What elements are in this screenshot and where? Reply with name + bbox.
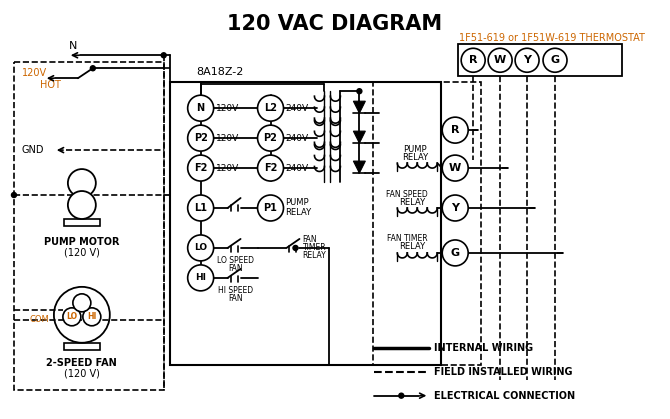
- Circle shape: [83, 308, 100, 326]
- Text: 120V: 120V: [216, 134, 239, 142]
- Text: Y: Y: [523, 55, 531, 65]
- Bar: [458, 44, 622, 76]
- Circle shape: [515, 48, 539, 72]
- Text: FIELD INSTALLED WIRING: FIELD INSTALLED WIRING: [434, 367, 573, 377]
- Text: FAN TIMER: FAN TIMER: [387, 235, 427, 243]
- Circle shape: [293, 246, 298, 251]
- Text: HI: HI: [87, 312, 96, 321]
- Bar: [373, 82, 481, 365]
- Circle shape: [257, 125, 283, 151]
- Circle shape: [161, 53, 166, 58]
- Text: R: R: [469, 55, 478, 65]
- Polygon shape: [353, 101, 365, 113]
- Circle shape: [257, 195, 283, 221]
- Text: FAN: FAN: [228, 264, 243, 273]
- Polygon shape: [353, 131, 365, 143]
- Text: R: R: [451, 125, 460, 135]
- Text: N: N: [69, 41, 77, 51]
- Circle shape: [188, 155, 214, 181]
- Text: 120 VAC DIAGRAM: 120 VAC DIAGRAM: [227, 14, 442, 34]
- Circle shape: [257, 95, 283, 121]
- Text: RELAY: RELAY: [285, 209, 312, 217]
- Text: PUMP MOTOR: PUMP MOTOR: [44, 237, 120, 247]
- Circle shape: [543, 48, 567, 72]
- Text: W: W: [449, 163, 462, 173]
- Polygon shape: [353, 161, 365, 173]
- Circle shape: [442, 117, 468, 143]
- Circle shape: [90, 66, 95, 71]
- Text: TIMER: TIMER: [302, 243, 326, 252]
- Circle shape: [442, 155, 468, 181]
- Text: 240V: 240V: [285, 103, 309, 113]
- Circle shape: [68, 191, 96, 219]
- Circle shape: [442, 195, 468, 221]
- Circle shape: [73, 294, 91, 312]
- Text: RELAY: RELAY: [402, 153, 428, 162]
- Text: (120 V): (120 V): [64, 248, 100, 258]
- Text: RELAY: RELAY: [302, 251, 326, 261]
- Text: 120V: 120V: [22, 68, 47, 78]
- Text: COM: COM: [29, 316, 49, 324]
- Text: 8A18Z-2: 8A18Z-2: [196, 67, 243, 77]
- Bar: [14, 62, 163, 390]
- Text: LO SPEED: LO SPEED: [217, 256, 254, 265]
- Text: FAN: FAN: [302, 235, 317, 244]
- Text: P1: P1: [263, 203, 277, 213]
- Circle shape: [68, 169, 96, 197]
- Bar: [170, 82, 442, 365]
- Text: 2-SPEED FAN: 2-SPEED FAN: [46, 358, 117, 368]
- Text: G: G: [551, 55, 559, 65]
- Text: LO: LO: [66, 312, 78, 321]
- Text: 1F51-619 or 1F51W-619 THERMOSTAT: 1F51-619 or 1F51W-619 THERMOSTAT: [459, 33, 645, 43]
- Text: L1: L1: [194, 203, 207, 213]
- Circle shape: [188, 95, 214, 121]
- Text: 240V: 240V: [285, 163, 309, 173]
- Text: HOT: HOT: [40, 80, 61, 90]
- Text: P2: P2: [263, 133, 277, 143]
- Text: PUMP: PUMP: [403, 145, 427, 154]
- Text: HI: HI: [195, 273, 206, 282]
- Text: RELAY: RELAY: [399, 243, 425, 251]
- Circle shape: [461, 48, 485, 72]
- Text: F2: F2: [194, 163, 207, 173]
- Text: P2: P2: [194, 133, 208, 143]
- Circle shape: [257, 155, 283, 181]
- Text: 240V: 240V: [285, 134, 309, 142]
- Circle shape: [188, 265, 214, 291]
- Bar: [64, 219, 100, 226]
- Circle shape: [488, 48, 512, 72]
- Circle shape: [63, 308, 81, 326]
- Circle shape: [188, 235, 214, 261]
- Text: ELECTRICAL CONNECTION: ELECTRICAL CONNECTION: [434, 391, 576, 401]
- Circle shape: [399, 393, 404, 398]
- Text: 120V: 120V: [216, 163, 239, 173]
- Text: GND: GND: [22, 145, 44, 155]
- Circle shape: [188, 195, 214, 221]
- Text: FAN SPEED: FAN SPEED: [387, 189, 428, 199]
- Text: LO: LO: [194, 243, 207, 252]
- Text: L2: L2: [264, 103, 277, 113]
- Text: PUMP: PUMP: [285, 197, 309, 207]
- Text: Y: Y: [451, 203, 459, 213]
- Circle shape: [357, 89, 362, 94]
- Text: W: W: [494, 55, 507, 65]
- Text: RELAY: RELAY: [399, 197, 425, 207]
- Text: INTERNAL WIRING: INTERNAL WIRING: [434, 343, 533, 353]
- Text: G: G: [451, 248, 460, 258]
- Text: N: N: [196, 103, 205, 113]
- Text: FAN: FAN: [228, 294, 243, 303]
- Bar: [64, 343, 100, 350]
- Text: (120 V): (120 V): [64, 369, 100, 379]
- Circle shape: [11, 192, 17, 197]
- Circle shape: [188, 125, 214, 151]
- Text: HI SPEED: HI SPEED: [218, 286, 253, 295]
- Text: 120V: 120V: [216, 103, 239, 113]
- Circle shape: [442, 240, 468, 266]
- Text: F2: F2: [264, 163, 277, 173]
